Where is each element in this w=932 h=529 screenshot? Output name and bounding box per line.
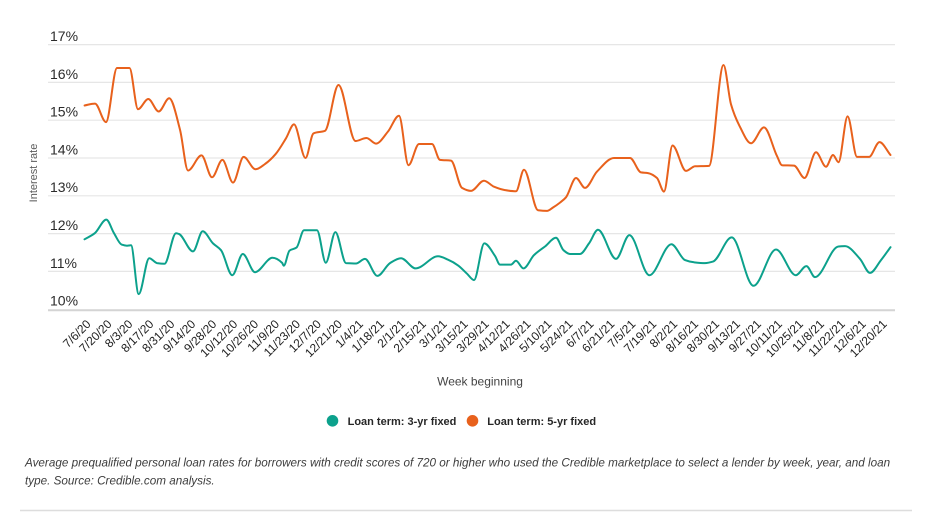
svg-text:16%: 16% xyxy=(50,66,78,82)
svg-text:Loan term: 5-yr fixed: Loan term: 5-yr fixed xyxy=(487,416,596,428)
svg-text:14%: 14% xyxy=(50,141,78,157)
svg-text:12%: 12% xyxy=(50,217,78,233)
svg-text:11%: 11% xyxy=(50,255,77,271)
svg-text:Average prequalified personal: Average prequalified personal loan rates… xyxy=(24,457,890,470)
svg-text:17%: 17% xyxy=(50,28,78,44)
svg-text:Loan term: 3-yr fixed: Loan term: 3-yr fixed xyxy=(348,416,457,428)
svg-text:15%: 15% xyxy=(50,104,78,120)
svg-text:Week beginning: Week beginning xyxy=(437,375,523,389)
svg-text:10%: 10% xyxy=(50,293,78,309)
svg-text:type. Source: Credible.com ana: type. Source: Credible.com analysis. xyxy=(25,475,215,488)
svg-text:Interest rate: Interest rate xyxy=(28,144,40,203)
svg-text:13%: 13% xyxy=(50,179,78,195)
